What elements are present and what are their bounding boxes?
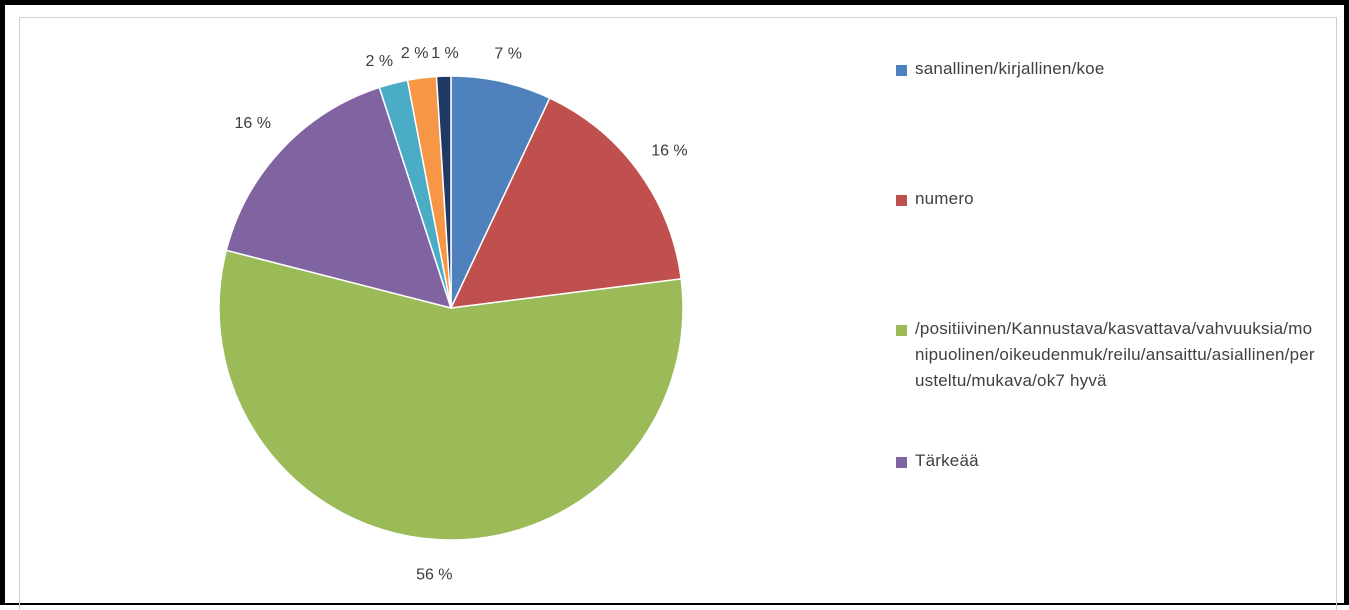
legend-label: Tärkeää (915, 451, 979, 470)
pie-slice-3 (225, 86, 453, 310)
legend-item-positiivinen: /positiivinen/Kannustava/kasvattava/vahv… (896, 319, 1315, 394)
pie-slice-2 (218, 249, 684, 541)
pie-slice-label-3: 16 % (234, 115, 270, 132)
legend-label: /positiivinen/Kannustava/kasvattava/vahv… (915, 319, 1315, 390)
pie-slices (218, 75, 684, 541)
chart-area (19, 17, 1337, 610)
pie-labels: 7 %16 %56 %16 %2 % 2 % 1 % (234, 45, 687, 583)
pie-slice-label-4: 2 % (366, 53, 394, 70)
legend-item-tarkeaa: Tärkeää (896, 451, 1315, 474)
legend-swatch (896, 195, 907, 206)
pie-slice-0 (450, 75, 551, 309)
pie-slice-label-5: 2 % (401, 45, 429, 62)
legend-swatch (896, 65, 907, 76)
pie-slice-label-0: 7 % (494, 45, 522, 62)
legend-label: sanallinen/kirjallinen/koe (915, 59, 1105, 78)
legend-item-numero: numero (896, 189, 1315, 212)
pie-slice-label-2: 56 % (416, 566, 452, 583)
legend-swatch (896, 457, 907, 468)
pie-slice-label-6: 1 % (431, 45, 459, 62)
legend-item-sanallinen: sanallinen/kirjallinen/koe (896, 59, 1315, 82)
legend-label: numero (915, 189, 974, 208)
pie-slice-6 (435, 75, 452, 309)
pie-slice-label-1: 16 % (651, 142, 687, 159)
legend-swatch (896, 325, 907, 336)
pie-slice-1 (449, 97, 683, 309)
